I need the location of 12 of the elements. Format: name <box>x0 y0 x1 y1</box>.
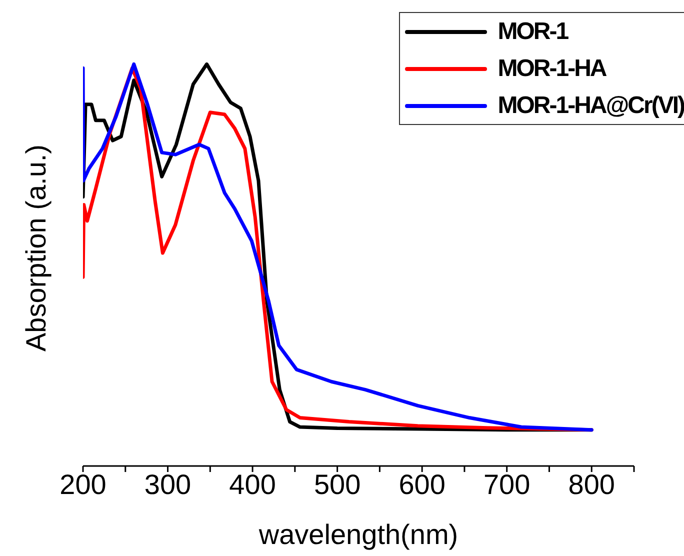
x-tick-label: 300 <box>144 468 192 500</box>
x-axis-title: wavelength(nm) <box>258 519 458 550</box>
x-tick-label: 500 <box>314 468 361 500</box>
x-tick-label: 700 <box>483 468 530 500</box>
legend-label: MOR-1-HA@Cr(VI) <box>498 92 684 120</box>
x-tick-label: 200 <box>60 468 106 500</box>
legend-label: MOR-1-HA <box>498 54 606 82</box>
legend-label: MOR-1 <box>498 18 568 46</box>
x-tick-label: 800 <box>568 468 615 500</box>
x-tick-label: 600 <box>398 468 446 500</box>
x-tick-label: 400 <box>229 468 276 500</box>
y-axis-title: Absorption (a.u.) <box>20 144 52 352</box>
